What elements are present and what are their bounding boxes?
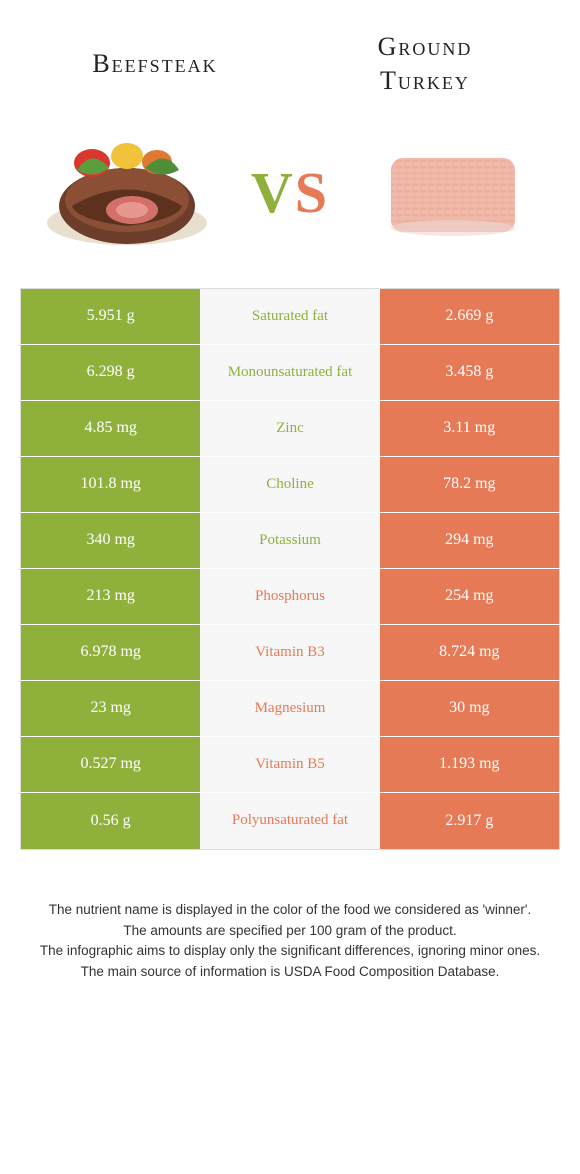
- table-row: 0.527 mgVitamin B51.193 mg: [21, 737, 559, 793]
- value-right: 1.193 mg: [380, 737, 559, 792]
- footnotes: The nutrient name is displayed in the co…: [30, 900, 550, 984]
- food-right-title-line2: Turkey: [380, 66, 470, 95]
- value-left: 4.85 mg: [21, 401, 200, 456]
- value-left: 6.298 g: [21, 345, 200, 400]
- table-row: 101.8 mgCholine78.2 mg: [21, 457, 559, 513]
- nutrient-label: Vitamin B5: [200, 737, 379, 792]
- nutrient-label: Polyunsaturated fat: [200, 793, 379, 849]
- nutrient-label: Magnesium: [200, 681, 379, 736]
- value-left: 213 mg: [21, 569, 200, 624]
- table-row: 6.298 gMonounsaturated fat3.458 g: [21, 345, 559, 401]
- table-row: 340 mgPotassium294 mg: [21, 513, 559, 569]
- nutrient-table: 5.951 gSaturated fat2.669 g6.298 gMonoun…: [20, 288, 560, 850]
- images-row: VS: [0, 118, 580, 288]
- value-left: 6.978 mg: [21, 625, 200, 680]
- value-right: 8.724 mg: [380, 625, 559, 680]
- value-left: 23 mg: [21, 681, 200, 736]
- value-right: 2.669 g: [380, 289, 559, 344]
- value-right: 3.11 mg: [380, 401, 559, 456]
- table-row: 213 mgPhosphorus254 mg: [21, 569, 559, 625]
- nutrient-label: Zinc: [200, 401, 379, 456]
- nutrient-label: Monounsaturated fat: [200, 345, 379, 400]
- table-row: 4.85 mgZinc3.11 mg: [21, 401, 559, 457]
- value-left: 0.527 mg: [21, 737, 200, 792]
- nutrient-label: Potassium: [200, 513, 379, 568]
- value-left: 340 mg: [21, 513, 200, 568]
- nutrient-label: Choline: [200, 457, 379, 512]
- table-row: 5.951 gSaturated fat2.669 g: [21, 289, 559, 345]
- footnote-line-4: The main source of information is USDA F…: [30, 962, 550, 983]
- footnote-line-1: The nutrient name is displayed in the co…: [30, 900, 550, 921]
- nutrient-label: Saturated fat: [200, 289, 379, 344]
- beefsteak-image: [37, 128, 217, 258]
- vs-v: V: [251, 159, 295, 226]
- food-right-title: Ground Turkey: [290, 30, 560, 98]
- food-right-title-line1: Ground: [378, 32, 473, 61]
- vs-label: VS: [251, 159, 329, 226]
- ground-turkey-image: [363, 128, 543, 258]
- value-left: 0.56 g: [21, 793, 200, 849]
- infographic-container: Beefsteak Ground Turkey VS: [0, 0, 580, 983]
- value-right: 294 mg: [380, 513, 559, 568]
- table-row: 23 mgMagnesium30 mg: [21, 681, 559, 737]
- table-row: 6.978 mgVitamin B38.724 mg: [21, 625, 559, 681]
- footnote-line-2: The amounts are specified per 100 gram o…: [30, 921, 550, 942]
- value-right: 3.458 g: [380, 345, 559, 400]
- footnote-line-3: The infographic aims to display only the…: [30, 941, 550, 962]
- value-left: 101.8 mg: [21, 457, 200, 512]
- vs-s: S: [295, 159, 329, 226]
- value-left: 5.951 g: [21, 289, 200, 344]
- value-right: 2.917 g: [380, 793, 559, 849]
- value-right: 254 mg: [380, 569, 559, 624]
- table-row: 0.56 gPolyunsaturated fat2.917 g: [21, 793, 559, 849]
- value-right: 30 mg: [380, 681, 559, 736]
- food-left-title: Beefsteak: [20, 47, 290, 81]
- value-right: 78.2 mg: [380, 457, 559, 512]
- nutrient-label: Phosphorus: [200, 569, 379, 624]
- header-row: Beefsteak Ground Turkey: [0, 0, 580, 118]
- nutrient-label: Vitamin B3: [200, 625, 379, 680]
